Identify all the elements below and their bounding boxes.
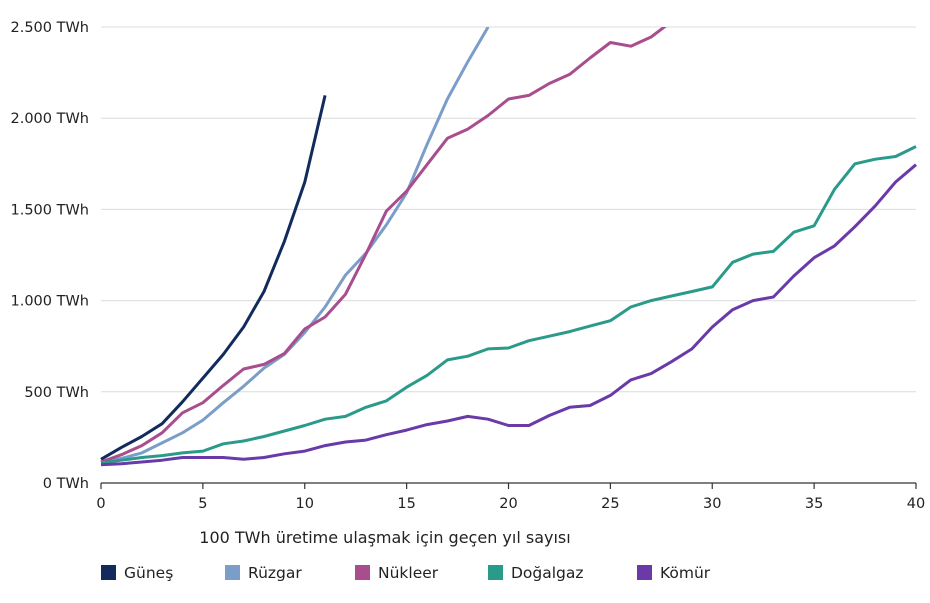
x-tick-label: 25	[601, 496, 619, 512]
series-line-ruzgar	[100, 27, 490, 464]
legend-label: Nükleer	[378, 564, 439, 582]
legend-item-dogalgaz: Doğalgaz	[488, 564, 584, 582]
x-tick-label: 35	[805, 496, 823, 512]
x-tick-label: 15	[397, 496, 415, 512]
legend-swatch	[225, 565, 240, 580]
legend-label: Doğalgaz	[511, 564, 584, 582]
x-axis-title: 100 TWh üretime ulaşmak için geçen yıl s…	[199, 528, 570, 547]
series-lines	[100, 27, 917, 467]
legend-swatch	[355, 565, 370, 580]
legend-item-nukleer: Nükleer	[355, 564, 439, 582]
x-tick-label: 10	[296, 496, 314, 512]
y-tick-label: 0 TWh	[43, 476, 89, 492]
x-tick-label: 0	[96, 496, 105, 512]
legend-item-komur: Kömür	[637, 564, 711, 582]
y-tick-label: 500 TWh	[24, 385, 89, 401]
legend-swatch	[488, 565, 503, 580]
y-tick-label: 1.500 TWh	[10, 202, 89, 218]
series-line-nukleer	[100, 27, 667, 464]
legend-swatch	[101, 565, 116, 580]
legend-label: Güneş	[124, 564, 173, 582]
series-line-komur	[100, 163, 917, 467]
series-line-gunes	[100, 95, 327, 461]
x-tick-label: 30	[703, 496, 721, 512]
gridlines	[101, 26, 916, 393]
x-tick-label: 40	[907, 496, 925, 512]
legend-swatch	[637, 565, 652, 580]
x-tick-label: 20	[499, 496, 517, 512]
axes: 0 TWh 500 TWh 1.000 TWh 1.500 TWh 2.000 TWh 2…	[10, 20, 925, 512]
y-tick-label: 2.500 TWh	[10, 20, 89, 36]
series-line-dogalgaz	[100, 145, 917, 465]
legend-item-ruzgar: Rüzgar	[225, 564, 302, 582]
legend-item-gunes: Güneş	[101, 564, 173, 582]
x-tick-label: 5	[198, 496, 207, 512]
legend-label: Kömür	[660, 564, 711, 582]
y-tick-label: 1.000 TWh	[10, 294, 89, 310]
legend-label: Rüzgar	[248, 564, 302, 582]
legend: Güneş Rüzgar Nükleer Doğalgaz Kömür	[101, 564, 711, 582]
y-tick-label: 2.000 TWh	[10, 111, 89, 127]
